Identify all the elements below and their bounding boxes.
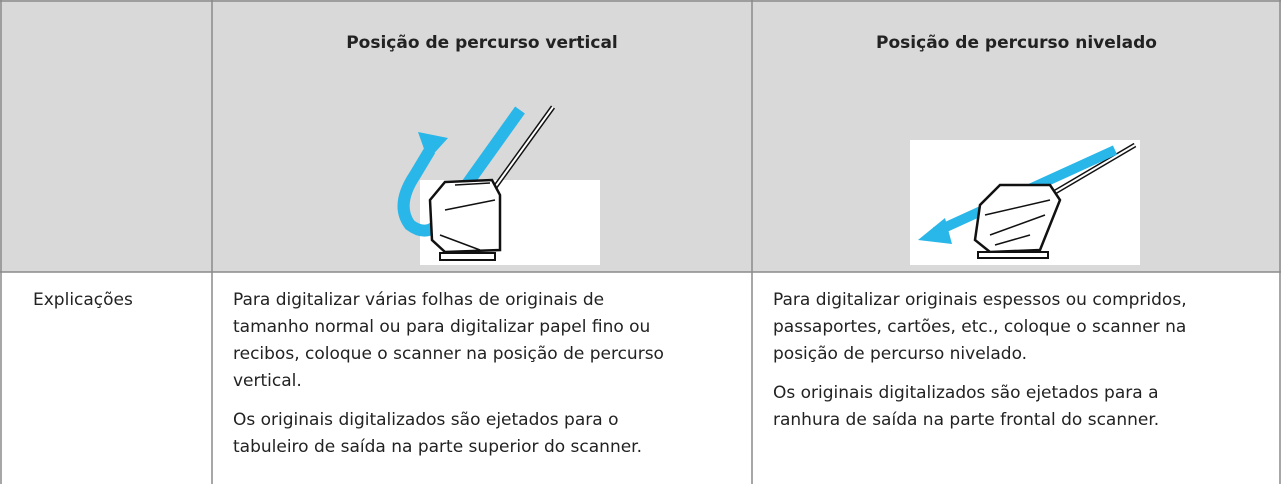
horizontal-illustration [910,140,1140,265]
cell: Para digitalizar várias folhas de origin… [233,287,673,473]
column-header: Posição de percurso nivelado [876,33,1157,53]
paragraph: Os originais digitalizados são ejetados … [773,383,1160,430]
row-label: Explicações [33,290,133,310]
vertical-illustration [397,105,600,265]
cell: Para digitalizar originais espessos ou c… [773,287,1223,446]
paragraph: Os originais digitalizados são ejetados … [233,410,643,457]
paragraph: Para digitalizar várias folhas de origin… [233,290,664,391]
paragraph: Para digitalizar originais espessos ou c… [773,290,1187,364]
column-header: Posição de percurso vertical [346,33,618,53]
